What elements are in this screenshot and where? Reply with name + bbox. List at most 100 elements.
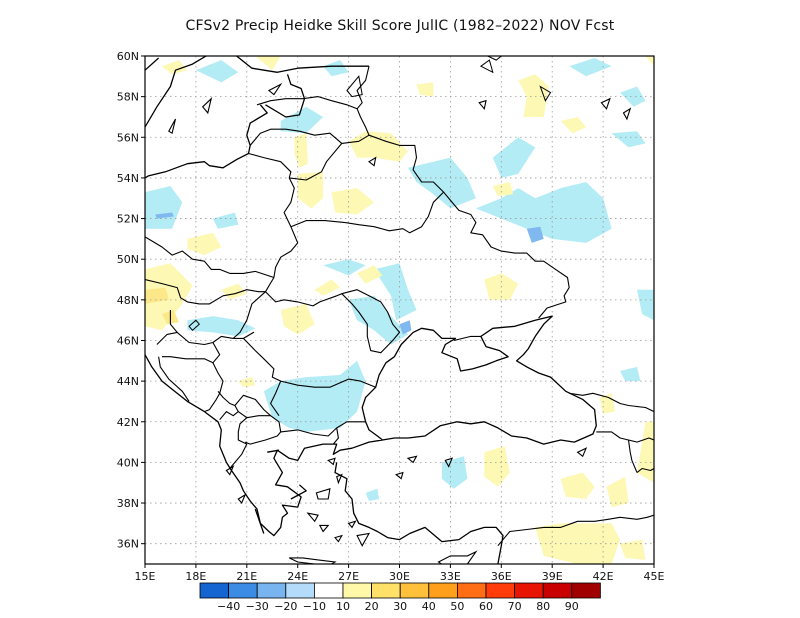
lat-tick-label: 44N [117,375,139,388]
country-border [270,380,282,417]
lat-tick-label: 60N [117,50,139,63]
legend-label: 90 [565,600,579,613]
lat-tick-label: 54N [117,172,139,185]
legend-swatch [571,582,601,599]
legend-swatch [428,582,458,599]
island-outline [347,520,357,529]
skill-patch-neg10-11 [637,289,654,321]
legend-label: 30 [393,600,407,613]
island-outline [406,455,418,464]
country-border [569,392,654,413]
legend-swatch [285,582,315,599]
country-border [246,415,271,419]
legend-label: 70 [508,600,522,613]
legend-swatch [371,582,401,599]
skill-patch-neg10-0 [195,60,239,83]
lat-tick-label: 50N [117,253,139,266]
lat-tick-label: 42N [117,416,139,429]
country-border [356,66,370,110]
lon-tick-label: 36E [491,570,512,583]
country-border [636,437,654,443]
island-outline [368,156,377,167]
lon-tick-label: 30E [389,570,410,583]
coastline [290,484,307,500]
lake-outline [487,56,503,61]
country-border [265,289,401,354]
legend-label: 60 [479,600,493,613]
country-border [229,411,248,469]
country-border [156,331,178,345]
island-outline [318,524,330,533]
skill-patch-neg10-19 [620,366,641,382]
skill-patch-pos10-45 [637,421,654,483]
skill-patch-pos10-37 [314,279,341,296]
country-border [169,310,234,346]
legend-label: 10 [336,600,350,613]
coastline [145,56,207,128]
skill-patch-neg10-2 [145,186,183,229]
skill-patch-pos10-23 [162,60,188,75]
map-title: CFSv2 Precip Heidke Skill Score JulIC (1… [185,18,615,34]
coastlines [145,56,632,564]
lat-tick-label: 40N [117,456,139,469]
lon-tick-label: 27E [338,570,359,583]
skill-patch-neg10-9 [611,131,646,148]
coastline [267,449,280,453]
lake-outline [479,59,494,74]
coastline [236,56,369,73]
skill-patch-pos10-43 [606,476,629,508]
skill-patch-pos10-31 [331,188,375,215]
skill-patch-neg10-17 [441,456,468,489]
skill-patch-neg10-14 [348,295,408,345]
legend-label: −40 [217,600,240,613]
legend-label: 80 [536,600,550,613]
coastline [254,508,265,534]
lon-tick-label: 15E [135,570,156,583]
skill-patch-pos10-44 [535,523,621,564]
lake-outlines [188,56,552,332]
country-borders [145,66,654,547]
lat-tick-label: 38N [117,497,139,510]
lat-tick-label: 58N [117,91,139,104]
skill-patch-pos10-48 [645,56,654,67]
island-outline [306,512,319,523]
legend-swatch [399,582,430,599]
legend-label: 40 [422,600,436,613]
lon-tick-label: 45E [644,570,665,583]
skill-patch-neg20-21 [526,226,544,243]
skill-patch-pos10-47 [620,539,646,560]
country-border [289,143,343,181]
skill-patch-pos10-26 [518,74,549,117]
skill-patch-pos10-28 [348,131,408,162]
country-border [145,277,275,305]
legend-label: 50 [450,600,464,613]
skill-patch-pos10-36 [280,303,315,335]
legend-swatch [456,582,487,599]
island-outline [267,82,283,96]
skill-patch-pos10-32 [492,182,514,197]
skill-patch-pos10-41 [484,446,510,487]
country-border [162,356,214,364]
lake-outline [539,85,552,102]
skill-patch-pos10-35 [221,283,247,300]
country-border [627,439,638,473]
island-outline [168,118,177,135]
skill-patch-neg10-7 [475,182,612,243]
country-border [217,390,239,421]
legend-label: 20 [365,600,379,613]
country-border [290,134,445,234]
skill-patch-pos10-42 [560,472,595,499]
skill-patch-pos10-30 [297,171,324,209]
skill-patch-pos10-34 [145,263,193,331]
skill-patch-pos10-29 [294,133,308,168]
country-border [273,177,299,278]
island-outline [288,557,337,564]
country-border [443,191,570,319]
coastline [265,74,306,118]
legend-swatch [256,582,287,599]
legend-swatch [199,582,230,599]
skill-patch-neg10-4 [323,60,349,77]
lat-tick-label: 52N [117,213,139,226]
coastline [334,462,504,564]
coastline [145,315,597,537]
